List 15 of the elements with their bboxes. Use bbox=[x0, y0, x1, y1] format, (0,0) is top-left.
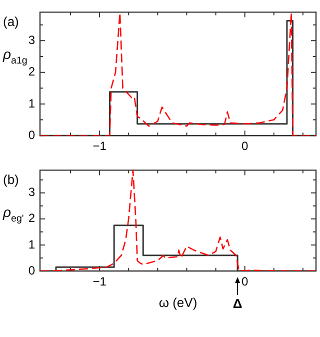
y-tick-label: 3 bbox=[28, 32, 36, 47]
y-tick-label: 0 bbox=[28, 128, 36, 142]
text: (a) bbox=[3, 14, 19, 30]
y-tick-label: 2 bbox=[28, 211, 36, 226]
x-axis-title: ω (eV) bbox=[158, 294, 198, 310]
x-tick-label: −1 bbox=[92, 274, 107, 289]
y-tick-label: 3 bbox=[28, 185, 36, 200]
y-tick-label: 1 bbox=[28, 237, 36, 252]
line-series bbox=[40, 170, 316, 271]
text: (b) bbox=[3, 172, 19, 188]
y-tick-label: 2 bbox=[28, 64, 36, 79]
x-tick-label: −1 bbox=[92, 139, 107, 154]
y-tick-label: 0 bbox=[28, 263, 36, 278]
y-tick-label: 1 bbox=[28, 96, 36, 110]
annotation: Δ bbox=[232, 296, 242, 311]
